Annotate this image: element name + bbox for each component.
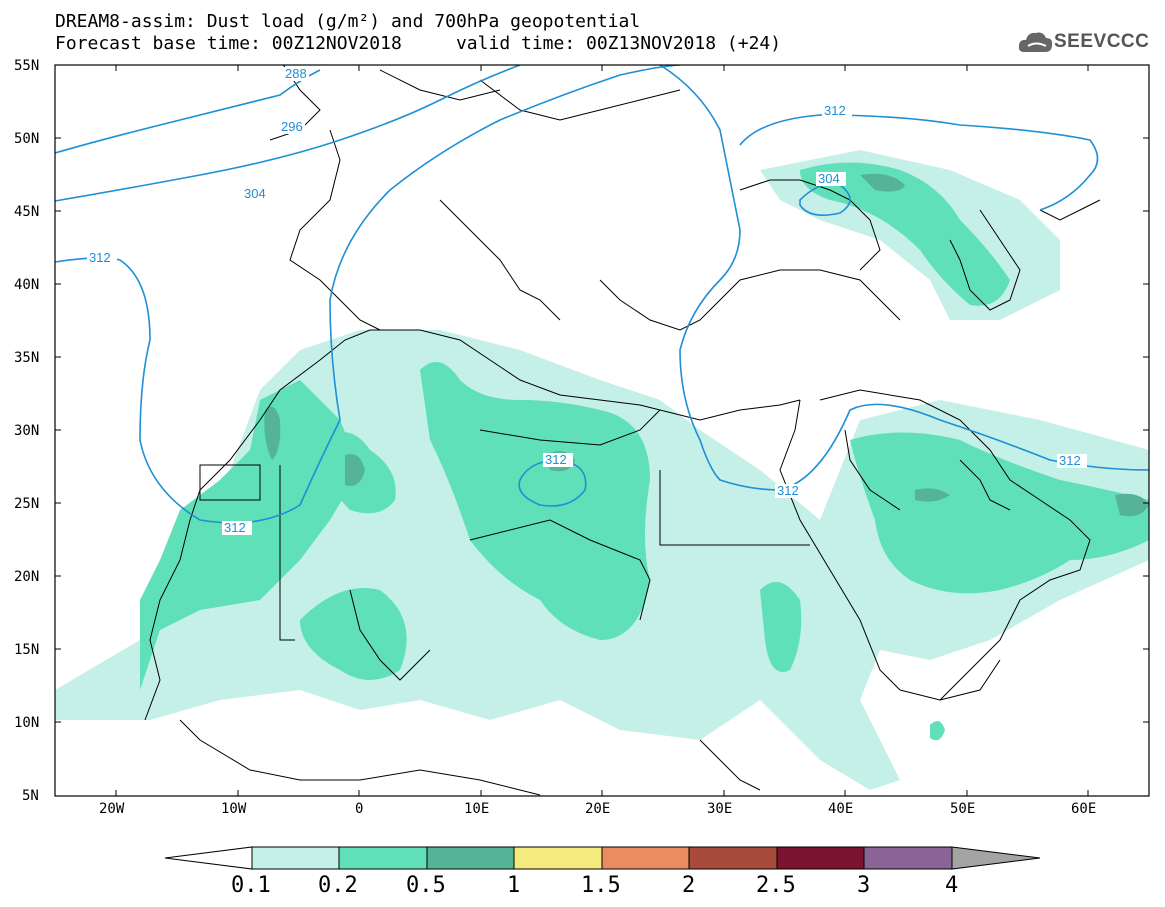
colorbar-label: 1.5 [581,873,621,898]
lon-label: 60E [1071,801,1096,817]
colorbar-segment [513,846,603,870]
lon-label: 50E [950,801,975,817]
logo-text: SEEVCCC [1054,31,1150,52]
contour-label-312-sahara: 312 [224,520,246,535]
axis-ticks [55,64,1149,796]
lat-label: 10N [14,715,39,731]
contour-label-304: 304 [244,186,266,201]
colorbar-label: 0.1 [231,873,271,898]
lat-label: 55N [14,58,39,74]
lat-label: 20N [14,569,39,585]
colorbar-segment [426,846,515,870]
lat-labels: 55N 50N 45N 40N 35N 30N 25N 20N 15N 10N … [14,58,39,804]
contour-label-312-egypt: 312 [777,483,799,498]
colorbar-label: 0.2 [318,873,358,898]
geopotential-contours [55,65,1149,524]
colorbar-labels: 0.1 0.2 0.5 1 1.5 2 2.5 3 4 [231,873,958,898]
lat-label: 25N [14,496,39,512]
colorbar-segment [688,846,778,870]
title-line-1: DREAM8-assim: Dust load (g/m²) and 700hP… [55,11,641,32]
lon-labels: 20W 10W 0 10E 20E 30E 40E 50E 60E [99,801,1096,817]
lon-label: 0 [355,801,363,817]
title-line-2: Forecast base time: 00Z12NOV2018 valid t… [55,33,782,54]
colorbar-segment [601,846,690,870]
colorbar-low-arrow [164,846,253,870]
lat-label: 30N [14,423,39,439]
colorbar-segment [251,846,340,870]
contour-label-312-west: 312 [89,250,111,265]
lat-label: 50N [14,131,39,147]
lon-label: 20E [585,801,610,817]
cloud-logo-icon [1018,32,1053,52]
lat-label: 35N [14,350,39,366]
lon-label: 10W [221,801,247,817]
colorbar-label: 3 [857,873,870,898]
contour-labels: 288 296 304 312 312 312 312 312 312 304 [87,66,1087,535]
colorbar [164,846,1041,870]
lat-label: 5N [22,788,39,804]
colorbar-label: 2.5 [756,873,796,898]
contour-label-288: 288 [285,66,307,81]
lat-label: 40N [14,277,39,293]
contour-label-304-blacksea: 304 [818,171,840,186]
colorbar-segment [776,846,865,870]
colorbar-label: 1 [507,873,520,898]
contour-label-312-arabia: 312 [1059,453,1081,468]
lon-label: 30E [707,801,732,817]
coastlines [144,65,1101,796]
dust-field [55,150,1149,790]
colorbar-segment [863,846,953,870]
lon-label: 40E [828,801,853,817]
lon-label: 20W [99,801,125,817]
contour-label-296: 296 [281,119,303,134]
contour-label-312-libya: 312 [545,452,567,467]
colorbar-high-arrow [951,846,1041,870]
colorbar-label: 2 [682,873,695,898]
lat-label: 45N [14,204,39,220]
colorbar-label: 4 [945,873,958,898]
lat-label: 15N [14,642,39,658]
colorbar-segment [338,846,428,870]
contour-label-312-north: 312 [824,103,846,118]
lon-label: 10E [464,801,489,817]
colorbar-label: 0.5 [406,873,446,898]
